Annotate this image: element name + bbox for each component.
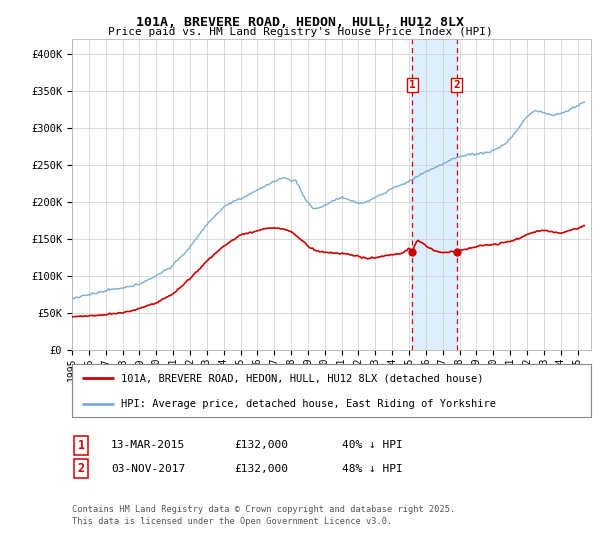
Text: Price paid vs. HM Land Registry's House Price Index (HPI): Price paid vs. HM Land Registry's House … <box>107 27 493 37</box>
Text: £132,000: £132,000 <box>234 464 288 474</box>
Text: 101A, BREVERE ROAD, HEDON, HULL, HU12 8LX (detached house): 101A, BREVERE ROAD, HEDON, HULL, HU12 8L… <box>121 374 484 384</box>
Text: 13-MAR-2015: 13-MAR-2015 <box>111 440 185 450</box>
Text: 1: 1 <box>77 438 85 452</box>
Text: 101A, BREVERE ROAD, HEDON, HULL, HU12 8LX: 101A, BREVERE ROAD, HEDON, HULL, HU12 8L… <box>136 16 464 29</box>
Text: 2: 2 <box>454 80 460 90</box>
Text: 1: 1 <box>409 80 416 90</box>
Text: 2: 2 <box>77 462 85 475</box>
Text: Contains HM Land Registry data © Crown copyright and database right 2025.
This d: Contains HM Land Registry data © Crown c… <box>72 505 455 526</box>
Bar <box>412 39 457 350</box>
Text: £132,000: £132,000 <box>234 440 288 450</box>
Text: 03-NOV-2017: 03-NOV-2017 <box>111 464 185 474</box>
Text: 48% ↓ HPI: 48% ↓ HPI <box>342 464 403 474</box>
Text: 40% ↓ HPI: 40% ↓ HPI <box>342 440 403 450</box>
Text: HPI: Average price, detached house, East Riding of Yorkshire: HPI: Average price, detached house, East… <box>121 399 496 409</box>
